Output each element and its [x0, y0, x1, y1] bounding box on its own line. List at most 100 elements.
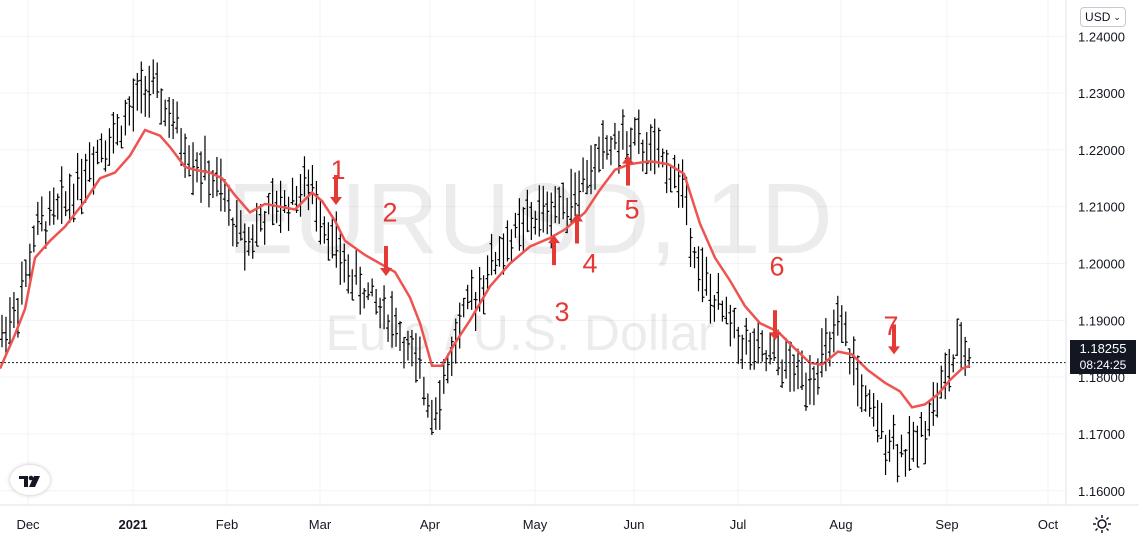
ohlc-bar — [851, 336, 856, 386]
arrow-shaft — [384, 246, 388, 271]
ohlc-bar — [35, 201, 40, 235]
ohlc-bar — [51, 187, 56, 225]
ohlc-bar — [525, 189, 530, 233]
ohlc-bar — [537, 185, 542, 237]
ohlc-bar — [780, 359, 785, 388]
sun-icon[interactable] — [1092, 514, 1112, 534]
price-tick-label: 1.20000 — [1078, 257, 1125, 272]
currency-button[interactable]: USD ⌄ — [1080, 7, 1126, 27]
ohlc-bar — [736, 326, 741, 364]
ohlc-bar — [509, 229, 514, 263]
ohlc-bar — [330, 215, 335, 259]
ohlc-bar — [855, 355, 860, 407]
watermark-description: Euro / U.S. Dollar — [325, 305, 714, 361]
ohlc-bar — [155, 62, 160, 98]
ohlc-bar — [366, 282, 371, 301]
ohlc-bar — [187, 145, 192, 177]
ohlc-bar — [378, 297, 383, 329]
ohlc-bar — [951, 354, 956, 373]
ohlc-bar — [943, 352, 948, 400]
arrow-head — [888, 346, 900, 355]
time-tick-label: Jul — [730, 517, 747, 532]
ohlc-bar — [445, 353, 450, 384]
ohlc-bar — [159, 88, 164, 125]
ohlc-bar — [11, 292, 16, 328]
ohlc-bar — [831, 309, 836, 353]
price-tick-label: 1.23000 — [1078, 86, 1125, 101]
current-price-value: 1.18255 — [1079, 341, 1127, 356]
ohlc-bar — [358, 266, 363, 315]
ohlc-bar — [692, 246, 697, 269]
ohlc-bar — [394, 307, 399, 347]
ohlc-bar — [99, 133, 104, 163]
ohlc-bar — [258, 204, 263, 232]
time-tick-label: Mar — [309, 517, 332, 532]
ohlc-bar — [374, 288, 379, 315]
ohlc-bar — [541, 185, 546, 233]
ohlc-bar — [501, 233, 506, 275]
current-price-label: 1.18255 08:24:25 — [1070, 340, 1136, 374]
ohlc-bar — [688, 227, 693, 267]
ohlc-bar — [593, 143, 598, 190]
arrow-shaft — [575, 219, 579, 244]
arrow-head — [769, 332, 781, 341]
ohlc-bar — [417, 336, 422, 379]
ohlc-bar — [195, 152, 200, 183]
ohlc-bar — [39, 196, 44, 232]
ohlc-bar — [171, 99, 176, 139]
ohlc-bar — [226, 184, 231, 226]
ohlc-bar — [163, 99, 168, 127]
ohlc-bar — [59, 166, 64, 224]
ohlc-bar — [792, 354, 797, 392]
arrow-down-icon — [380, 246, 392, 277]
ohlc-bar — [672, 154, 677, 189]
ohlc-bar — [242, 223, 247, 271]
ohlc-bar — [907, 416, 912, 471]
ohlc-bar — [15, 298, 20, 338]
ohlc-bar — [310, 165, 315, 205]
ohlc-bar — [433, 397, 438, 430]
ohlc-bar — [632, 117, 637, 146]
ohlc-bar — [696, 246, 701, 292]
ohlc-bar — [959, 322, 964, 370]
ohlc-bar — [867, 389, 872, 417]
ohlc-bar — [119, 125, 124, 149]
ohlc-bar — [784, 337, 789, 379]
ohlc-bar — [23, 259, 28, 288]
ohlc-bar — [740, 334, 745, 369]
ohlc-bar — [879, 402, 884, 439]
time-tick-label: Dec — [16, 517, 40, 532]
ohlc-bar — [469, 269, 474, 310]
ohlc-bar — [764, 350, 769, 372]
ohlc-bar — [218, 158, 223, 212]
ohlc-bar — [648, 124, 653, 171]
ohlc-bar — [553, 186, 558, 224]
arrow-head — [330, 197, 342, 205]
ohlc-bar — [489, 233, 494, 276]
ohlc-bar — [135, 72, 140, 111]
price-axis[interactable]: 1.160001.170001.180001.190001.200001.210… — [1078, 29, 1125, 499]
ohlc-bar — [47, 191, 52, 226]
tradingview-logo[interactable] — [10, 465, 50, 495]
ohlc-bar — [338, 231, 343, 285]
ohlc-bar — [390, 291, 395, 348]
time-axis[interactable]: Dec 2021 Feb Mar Apr May Jun Jul Aug Sep Oct — [16, 517, 1058, 532]
ohlc-bar — [409, 329, 414, 367]
ohlc-bar — [238, 210, 243, 241]
ohlc-bar — [290, 177, 295, 205]
arrow-head — [548, 235, 560, 244]
ohlc-bar — [545, 191, 550, 235]
currency-label: USD — [1085, 10, 1111, 24]
ohlc-bar — [927, 401, 932, 437]
ohlc-bar — [720, 300, 725, 322]
ohlc-bar — [517, 198, 522, 251]
ohlc-bar — [425, 393, 430, 418]
ohlc-bar — [732, 307, 737, 339]
ohlc-bar — [254, 202, 259, 247]
ohlc-bar — [465, 284, 470, 310]
arrow-up-icon — [548, 235, 560, 266]
ohlc-bar — [811, 366, 816, 406]
ohlc-bar — [644, 132, 649, 175]
ohlc-bar — [748, 332, 753, 370]
